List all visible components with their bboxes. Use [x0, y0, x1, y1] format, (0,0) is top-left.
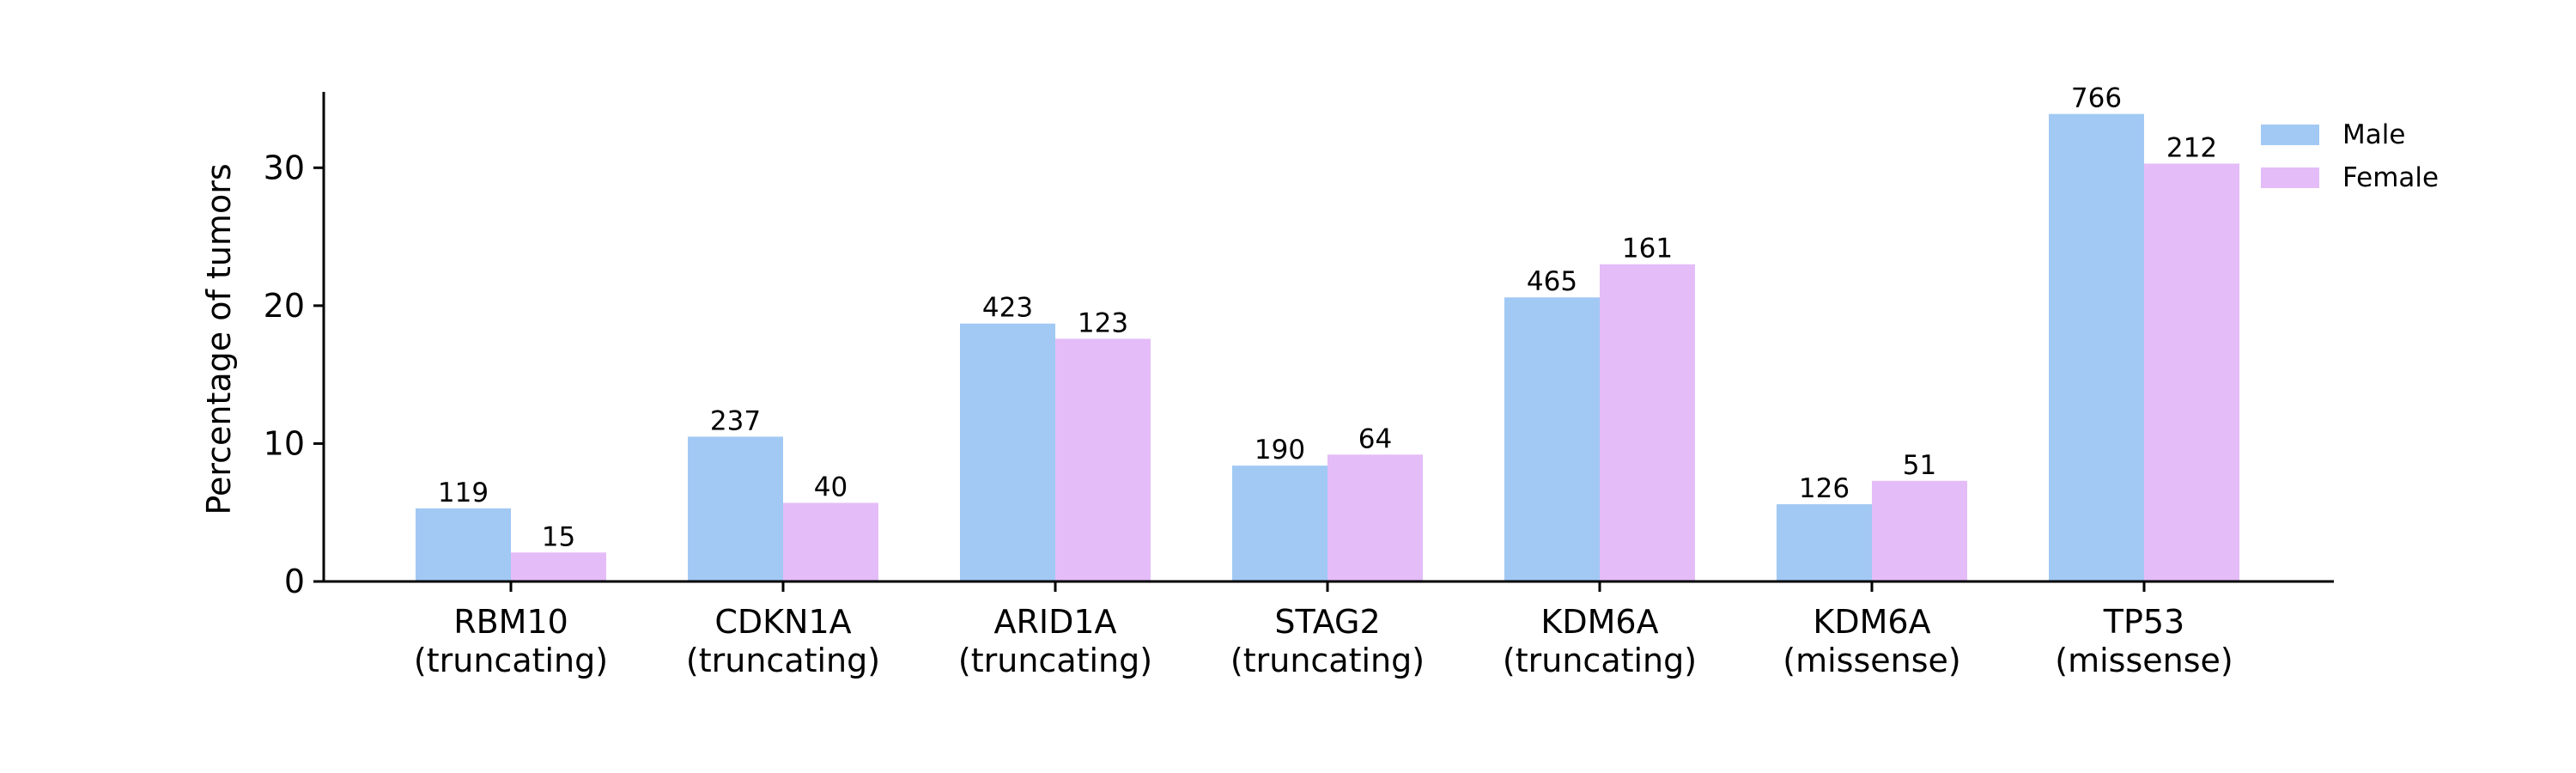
data-label-female-6: 212: [2166, 132, 2217, 163]
x-tick-label-5-line-1: (missense): [1783, 642, 1960, 679]
bars-group: [416, 113, 2239, 582]
y-tick-label-0: 0: [284, 563, 305, 600]
x-ticks-group: RBM10(truncating)CDKN1A(truncating)ARID1…: [414, 581, 2233, 679]
y-ticks-group: 0 10 20 30: [264, 149, 324, 600]
data-label-male-3: 190: [1255, 435, 1305, 466]
bar-male-2: [960, 323, 1055, 581]
data-label-male-5: 126: [1799, 473, 1850, 504]
x-tick-label-0-line-1: (truncating): [414, 642, 608, 679]
bar-male-6: [2049, 113, 2144, 582]
bar-female-3: [1327, 454, 1423, 581]
x-tick-label-3-line-0: STAG2: [1274, 603, 1380, 641]
legend-label-female: Female: [2342, 162, 2439, 193]
data-label-male-4: 465: [1527, 266, 1577, 297]
bar-female-6: [2144, 163, 2239, 581]
data-label-male-1: 237: [710, 405, 761, 436]
y-tick-label-3: 30: [264, 149, 305, 186]
bar-female-1: [783, 502, 878, 581]
legend-swatch-male: [2261, 125, 2319, 145]
legend-label-male: Male: [2342, 119, 2405, 150]
bar-female-0: [511, 552, 606, 581]
data-label-female-1: 40: [814, 472, 848, 502]
bar-male-3: [1232, 466, 1327, 581]
data-label-male-0: 119: [438, 478, 489, 508]
legend-swatch-female: [2261, 167, 2319, 188]
x-tick-label-6-line-0: TP53: [2103, 603, 2184, 641]
bar-female-4: [1600, 264, 1695, 581]
bar-male-4: [1504, 297, 1600, 581]
bar-female-5: [1872, 480, 1967, 581]
x-tick-label-1-line-0: CDKN1A: [714, 603, 851, 641]
x-tick-label-6-line-1: (missense): [2055, 642, 2233, 679]
x-tick-label-4-line-1: (truncating): [1503, 642, 1697, 679]
data-label-female-3: 64: [1358, 423, 1392, 454]
x-tick-label-0-line-0: RBM10: [453, 603, 568, 641]
x-tick-label-2-line-1: (truncating): [958, 642, 1152, 679]
bar-male-0: [416, 508, 511, 581]
y-axis-title: Percentage of tumors: [200, 163, 238, 514]
data-label-female-0: 15: [542, 521, 575, 552]
x-tick-label-4-line-0: KDM6A: [1540, 603, 1658, 641]
bar-male-1: [688, 436, 783, 581]
data-label-female-4: 161: [1622, 234, 1673, 265]
data-label-male-6: 766: [2071, 83, 2122, 114]
x-tick-label-2-line-0: ARID1A: [993, 603, 1116, 641]
data-label-female-2: 123: [1078, 307, 1128, 338]
x-tick-label-1-line-1: (truncating): [686, 642, 880, 679]
x-tick-label-3-line-1: (truncating): [1230, 642, 1425, 679]
y-tick-label-1: 10: [264, 424, 305, 462]
bar-female-2: [1055, 338, 1151, 581]
data-labels-group: 119 15 237 40 423 123 190 64 465 161 126 51 766 212: [438, 83, 2217, 553]
data-label-female-5: 51: [1903, 450, 1936, 481]
bar-male-5: [1777, 504, 1872, 581]
legend: Male Female: [2261, 119, 2439, 193]
y-tick-label-2: 20: [264, 287, 305, 325]
data-label-male-2: 423: [982, 293, 1033, 324]
x-tick-label-5-line-0: KDM6A: [1813, 603, 1930, 641]
